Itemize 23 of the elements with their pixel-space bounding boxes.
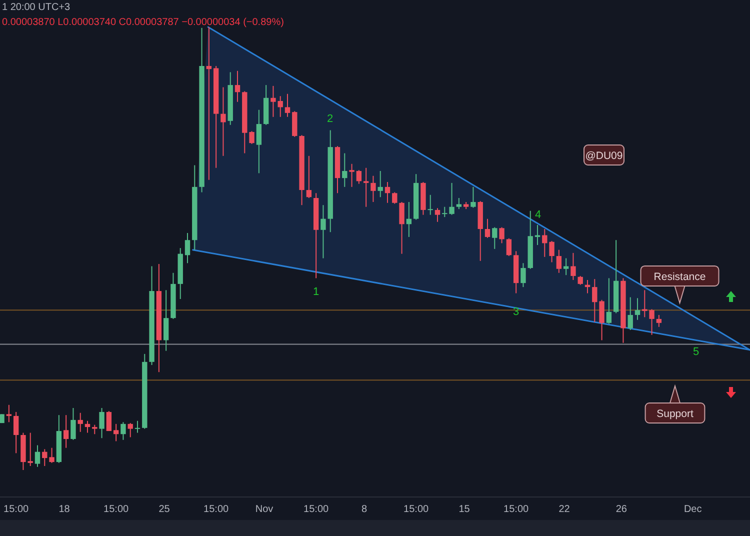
- annotation: 1: [312, 286, 320, 298]
- x-tick-label: 15:00: [404, 504, 430, 515]
- x-tick-label: 15:00: [4, 504, 30, 515]
- x-tick-label: Nov: [255, 504, 274, 515]
- annotation: @DU09: [585, 150, 623, 162]
- annotation: 5: [692, 346, 700, 358]
- x-tick-label: 8: [362, 504, 368, 515]
- annotation: 4: [534, 209, 542, 221]
- x-tick-label: 15:00: [504, 504, 530, 515]
- x-tick-label: Dec: [684, 504, 702, 515]
- text: 1 20:00 UTC+3: [2, 2, 71, 13]
- x-tick-label: 15: [458, 504, 470, 515]
- x-tick-label: 15:00: [204, 504, 230, 515]
- annotation: Support: [656, 408, 694, 420]
- annotation: 0.00003870 L0.00003740 C0.00003787 −0.00000034 (−0.89%): [2, 17, 284, 28]
- x-tick-label: 18: [58, 504, 70, 515]
- x-tick-label: 15:00: [104, 504, 130, 515]
- annotation: 2: [326, 113, 334, 125]
- x-tick-label: 22: [558, 504, 570, 515]
- x-tick-label: 25: [158, 504, 170, 515]
- annotation: Resistance: [654, 270, 706, 283]
- x-tick-label: 15:00: [304, 504, 330, 515]
- x-tick-label: 26: [616, 504, 628, 515]
